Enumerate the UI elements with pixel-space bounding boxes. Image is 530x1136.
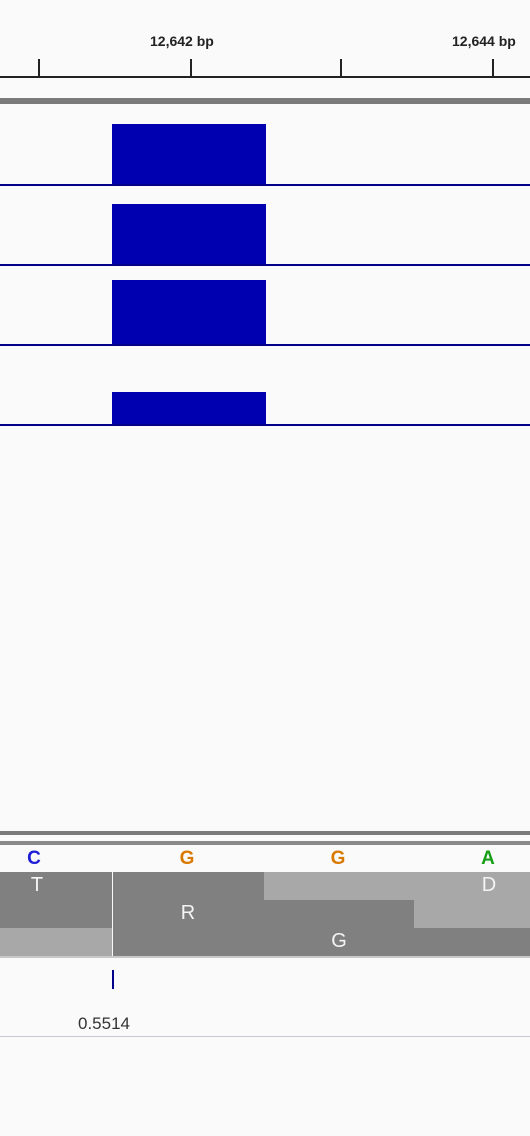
sequence-base: G: [330, 848, 346, 869]
amino-acid-label: T: [30, 874, 44, 896]
aa-frame-cell: [414, 872, 530, 928]
feature-block[interactable]: [112, 392, 266, 425]
ruler-label-12642: 12,642 bp: [150, 33, 214, 49]
amino-acid-label: D: [481, 874, 497, 896]
track-baseline: [0, 264, 530, 266]
aa-frame-cell: [0, 928, 112, 956]
amino-acid-label: R: [180, 902, 196, 924]
feature-block[interactable]: [112, 204, 266, 265]
aa-frame-cell: [264, 872, 414, 900]
sequence-base: C: [27, 848, 41, 869]
track-baseline: [0, 344, 530, 346]
feature-block[interactable]: [112, 124, 266, 185]
feature-block[interactable]: [112, 280, 266, 345]
aa-frame-cell: [264, 900, 414, 956]
sequence-base: G: [179, 848, 195, 869]
value-track-bottom-border: [0, 1036, 530, 1037]
track-baseline: [0, 424, 530, 426]
ruler-tick: [38, 59, 40, 76]
ruler-label-12644: 12,644 bp: [452, 33, 516, 49]
ruler-tick: [190, 59, 192, 76]
track-baseline: [0, 184, 530, 186]
lower-panel-divider[interactable]: [0, 831, 530, 835]
aa-frame-cell: [113, 872, 264, 956]
value-marker[interactable]: [112, 970, 114, 989]
ruler-tick: [340, 59, 342, 76]
sequence-base: A: [481, 848, 495, 869]
ruler-baseline: [0, 76, 530, 78]
aa-frame-cell: [414, 928, 530, 956]
value-label: 0.5514: [78, 1014, 130, 1033]
ruler-tick: [492, 59, 494, 76]
panel-divider[interactable]: [0, 98, 530, 104]
lower-panel-divider-secondary: [0, 841, 530, 845]
aa-frame-cell: [0, 872, 112, 928]
translation-bottom-border: [0, 956, 530, 958]
amino-acid-label: G: [331, 930, 347, 952]
